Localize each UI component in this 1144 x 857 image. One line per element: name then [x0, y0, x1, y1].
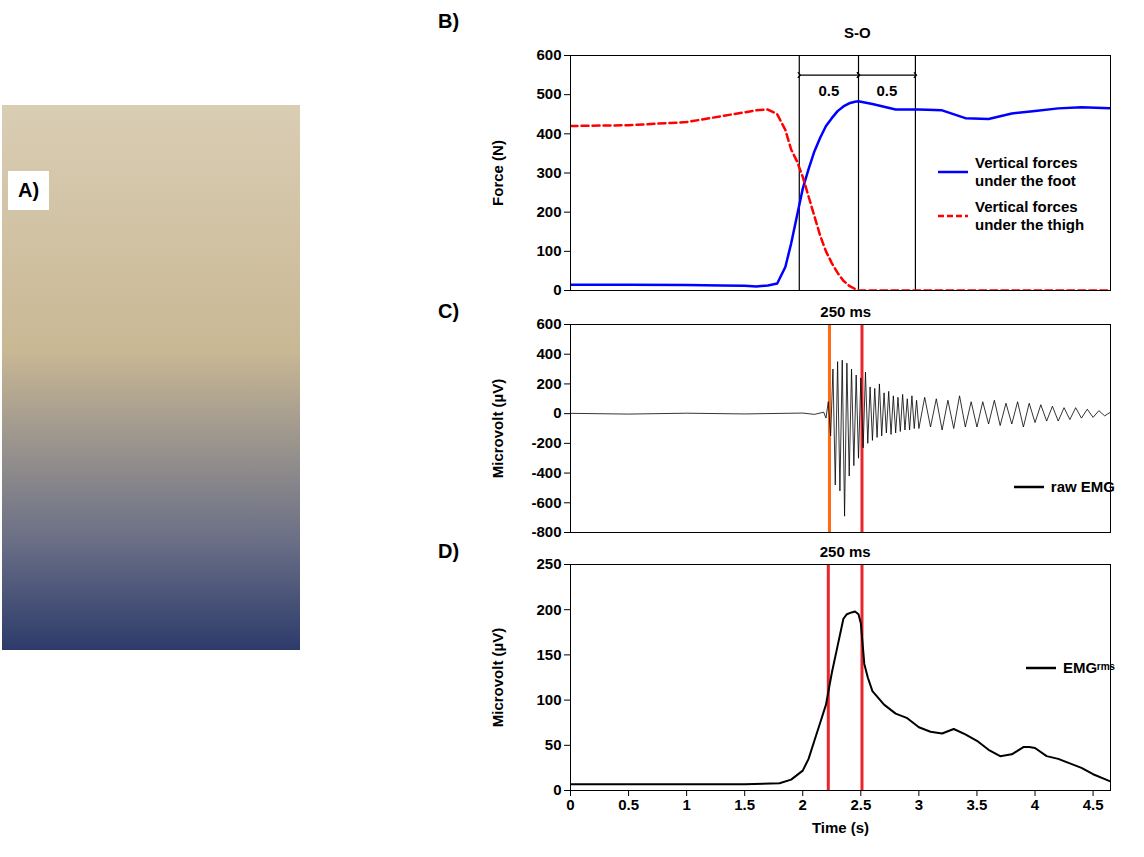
- html-text:B): B): [438, 10, 460, 32]
- svg-text:500: 500: [536, 85, 561, 102]
- svg-text:4: 4: [1031, 796, 1040, 813]
- svg-text:Force (N): Force (N): [489, 140, 506, 206]
- svg-text:-600: -600: [531, 494, 561, 511]
- html-text:C): C): [438, 300, 460, 322]
- svg-text:1.5: 1.5: [734, 796, 755, 813]
- svg-text:100: 100: [536, 691, 561, 708]
- svg-text:2.5: 2.5: [850, 796, 871, 813]
- svg-text:250 ms: 250 ms: [820, 303, 871, 320]
- svg-text:2: 2: [799, 796, 807, 813]
- html-text:raw EMG: raw EMG: [1050, 477, 1115, 495]
- svg-text:300: 300: [536, 164, 561, 181]
- svg-text:400: 400: [536, 345, 561, 362]
- svg-text:600: 600: [536, 46, 561, 63]
- svg-text:3: 3: [915, 796, 923, 813]
- svg-text:0: 0: [553, 281, 561, 298]
- svg-text:600: 600: [536, 315, 561, 332]
- svg-text:0: 0: [553, 404, 561, 421]
- svg-text:0.5: 0.5: [818, 82, 839, 99]
- svg-text:3.5: 3.5: [967, 796, 988, 813]
- svg-text:Microvolt (µV): Microvolt (µV): [489, 628, 506, 727]
- svg-text:250: 250: [536, 555, 561, 572]
- html-text:Vertical forces under the thig: Vertical forces under the thigh: [975, 197, 1085, 233]
- svg-text:Microvolt (µV): Microvolt (µV): [489, 379, 506, 478]
- svg-text:200: 200: [536, 203, 561, 220]
- svg-text:0: 0: [553, 781, 561, 798]
- html-text:D): D): [438, 540, 460, 562]
- html-text:A): A): [18, 179, 40, 201]
- svg-text:250 ms: 250 ms: [820, 543, 871, 560]
- svg-text:0.5: 0.5: [877, 82, 898, 99]
- svg-text:4.5: 4.5: [1083, 796, 1104, 813]
- svg-text:-400: -400: [531, 464, 561, 481]
- html-text:Vertical forces under the foot: Vertical forces under the foot: [975, 153, 1078, 189]
- svg-text:150: 150: [536, 646, 561, 663]
- svg-text:S-O: S-O: [844, 24, 871, 41]
- svg-text:0.5: 0.5: [618, 796, 639, 813]
- svg-text:50: 50: [545, 736, 562, 753]
- svg-text:200: 200: [536, 601, 561, 618]
- svg-text:-200: -200: [531, 434, 561, 451]
- svg-text:-800: -800: [531, 523, 561, 540]
- svg-text:0: 0: [566, 796, 574, 813]
- html-text:EMGʳᵐˢ: EMGʳᵐˢ: [1062, 658, 1115, 676]
- svg-text:100: 100: [536, 242, 561, 259]
- svg-text:400: 400: [536, 125, 561, 142]
- svg-text:200: 200: [536, 375, 561, 392]
- svg-text:1: 1: [682, 796, 690, 813]
- svg-text:Time (s): Time (s): [812, 819, 869, 836]
